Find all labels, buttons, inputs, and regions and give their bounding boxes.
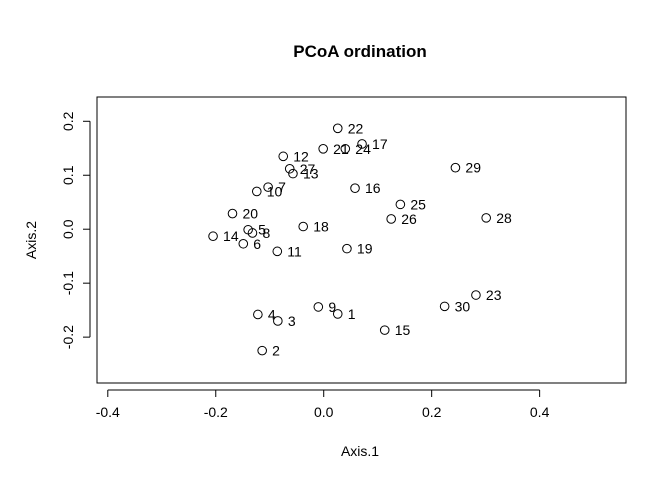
data-point-label: 18 [313, 219, 329, 235]
data-point [332, 123, 343, 134]
data-point-label: 26 [401, 211, 417, 227]
points-layer: 1234567891011121314151617181920212223242… [208, 120, 512, 359]
data-point-label: 10 [267, 183, 283, 199]
data-point [257, 345, 267, 356]
y-tick-label: 0.0 [60, 219, 76, 239]
data-point [227, 208, 238, 219]
data-point-label: 11 [287, 243, 302, 259]
y-axis-label: Axis.2 [23, 221, 39, 259]
data-point [238, 238, 249, 249]
data-point [318, 144, 328, 154]
data-point-label: 13 [303, 166, 319, 182]
data-point-label: 17 [372, 136, 388, 152]
data-point-label: 12 [293, 148, 309, 164]
data-point [386, 214, 396, 224]
data-point-label: 19 [357, 241, 373, 257]
data-point [342, 243, 352, 254]
data-point [357, 139, 367, 149]
data-point [450, 162, 461, 173]
x-tick-label: 0.0 [314, 404, 334, 420]
data-point-label: 16 [365, 180, 381, 196]
data-point-label: 8 [262, 225, 270, 241]
data-point [313, 302, 324, 312]
data-point-label: 25 [410, 196, 426, 212]
data-point-label: 24 [355, 141, 371, 157]
data-point [208, 231, 218, 242]
data-point [481, 213, 491, 223]
data-point-label: 27 [300, 161, 316, 177]
data-point [263, 182, 273, 192]
data-point [272, 246, 283, 257]
plot-frame [96, 96, 627, 384]
data-point-label: 3 [288, 313, 296, 329]
data-point-label: 4 [268, 306, 276, 322]
data-point [379, 325, 390, 335]
data-point-label: 7 [278, 179, 286, 195]
data-point [253, 309, 263, 320]
y-axis: -0.2 -0.1 0.0 0.1 0.2 [60, 111, 91, 349]
data-point [340, 144, 351, 154]
data-point [471, 290, 481, 300]
y-tick-label: 0.1 [60, 165, 76, 185]
data-point [350, 183, 360, 193]
data-point-label: 22 [348, 120, 364, 136]
data-point-label: 30 [455, 298, 471, 314]
x-tick-label: -0.4 [96, 404, 120, 420]
y-tick-label: -0.2 [60, 325, 76, 349]
data-point [284, 163, 295, 174]
data-point [395, 199, 406, 210]
x-tick-label: 0.2 [422, 404, 442, 420]
data-point [278, 151, 289, 162]
x-tick-label: 0.4 [530, 404, 550, 420]
y-tick-label: -0.1 [60, 271, 76, 295]
y-tick-label: 0.2 [60, 111, 76, 131]
data-point-label: 2 [272, 343, 280, 359]
data-point [247, 228, 258, 238]
x-axis: -0.4 -0.2 0.0 0.2 0.4 [96, 389, 550, 420]
data-point-label: 15 [395, 322, 411, 338]
x-axis-label: Axis.1 [341, 443, 379, 459]
data-point-label: 6 [253, 236, 261, 252]
data-point-label: 9 [328, 299, 336, 315]
data-point-label: 1 [348, 306, 356, 322]
data-point-label: 28 [496, 210, 512, 226]
data-point-label: 5 [258, 222, 266, 238]
data-point [298, 221, 309, 232]
data-point [273, 316, 283, 326]
data-point-label: 23 [486, 287, 502, 303]
data-point-label: 20 [242, 206, 258, 222]
data-point [439, 301, 450, 312]
data-point-label: 29 [465, 160, 481, 176]
data-point [288, 168, 298, 179]
data-point [332, 309, 343, 319]
x-tick-label: -0.2 [204, 404, 228, 420]
data-point-label: 14 [223, 228, 239, 244]
chart-title: PCoA ordination [293, 42, 426, 61]
data-point [251, 186, 262, 197]
